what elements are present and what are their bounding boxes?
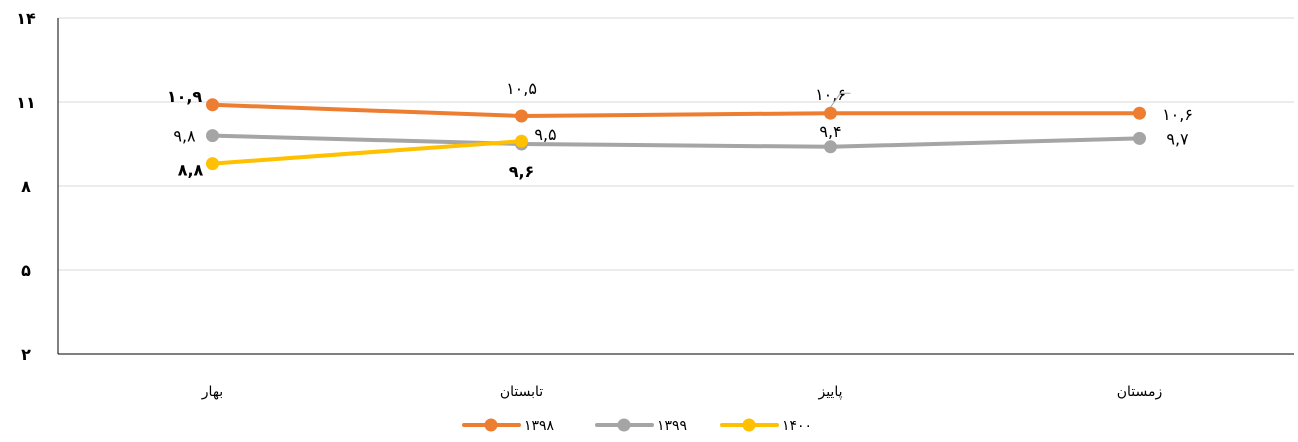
data-label: ۹,۶ bbox=[509, 162, 535, 181]
series-line bbox=[210, 139, 524, 166]
legend-label: ۱۴۰۰ bbox=[782, 418, 812, 434]
y-axis-ticks: ۲ ۵ ۸ ۱۱ ۱۴ bbox=[16, 9, 36, 364]
gridlines bbox=[57, 17, 1294, 355]
data-point bbox=[206, 98, 219, 112]
x-tick-label: بهار bbox=[201, 384, 223, 400]
data-label: ۱۰,۹ bbox=[167, 87, 203, 106]
data-point bbox=[515, 134, 528, 148]
data-label: ۱۰,۶ bbox=[1162, 105, 1193, 124]
data-point bbox=[1133, 106, 1146, 120]
data-label: ۹,۸ bbox=[173, 127, 196, 146]
legend-marker bbox=[617, 418, 631, 432]
legend-marker bbox=[742, 418, 756, 432]
y-tick-label: ۵ bbox=[21, 261, 31, 280]
y-tick-label: ۲ bbox=[21, 345, 31, 364]
data-point bbox=[824, 106, 837, 120]
data-label: ۱۰,۶ bbox=[815, 85, 846, 104]
y-tick-label: ۱۴ bbox=[16, 9, 36, 28]
data-label: ۸,۸ bbox=[178, 161, 204, 180]
legend-label: ۱۳۹۹ bbox=[657, 418, 687, 434]
legend-label: ۱۳۹۸ bbox=[524, 418, 555, 434]
label-leader-line bbox=[830, 92, 851, 108]
data-point bbox=[206, 129, 219, 143]
y-tick-label: ۸ bbox=[21, 177, 31, 196]
x-tick-label: زمستان bbox=[1117, 384, 1163, 400]
x-tick-label: پاییز bbox=[817, 384, 842, 400]
data-label: ۹,۷ bbox=[1166, 129, 1189, 148]
data-label: ۹,۵ bbox=[534, 125, 556, 144]
data-labels: ۱۰,۹ ۱۰,۵ ۱۰,۶ ۱۰,۶ ۹,۸ ۹,۵ ۹,۴ ۹,۷ ۸,۸ ۹,۶ bbox=[167, 79, 1193, 181]
data-label: ۹,۴ bbox=[819, 122, 841, 141]
data-point bbox=[206, 157, 219, 171]
y-tick-label: ۱۱ bbox=[16, 93, 36, 112]
series-lines bbox=[206, 98, 1146, 171]
legend-marker bbox=[484, 418, 498, 432]
x-axis-ticks: بهار تابستان پاییز زمستان bbox=[201, 384, 1162, 400]
series-line bbox=[210, 102, 1142, 118]
data-point bbox=[515, 109, 528, 123]
data-point bbox=[824, 140, 837, 154]
x-tick-label: تابستان bbox=[500, 384, 543, 400]
data-point bbox=[1133, 131, 1146, 145]
legend: ۱۳۹۸ ۱۳۹۹ ۱۴۰۰ bbox=[462, 418, 812, 434]
data-label: ۱۰,۵ bbox=[506, 79, 537, 98]
series-line bbox=[210, 133, 1142, 149]
